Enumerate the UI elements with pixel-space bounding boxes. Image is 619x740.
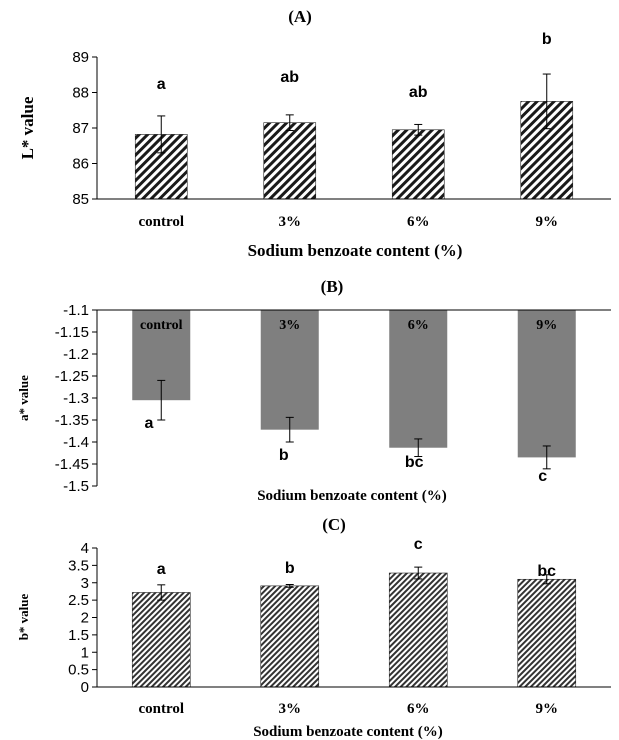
- y-tick-label: 2.5: [68, 592, 89, 609]
- bar: [391, 129, 445, 200]
- significance-label: c: [538, 468, 547, 485]
- y-tick-label: 3: [81, 575, 89, 592]
- y-tick-label: -1.15: [55, 324, 89, 341]
- x-tick-label: control: [138, 214, 184, 230]
- y-tick-label: 0: [81, 679, 89, 696]
- y-tick-label: 85: [72, 191, 89, 208]
- y-tick-label: -1.3: [63, 390, 89, 407]
- bar: [517, 310, 576, 458]
- x-axis-label: Sodium benzoate content (%): [257, 488, 447, 504]
- x-tick-label: 3%: [279, 701, 302, 717]
- bar: [263, 122, 317, 200]
- significance-label: bc: [405, 454, 424, 471]
- x-tick-label: 3%: [279, 214, 302, 230]
- y-tick-label: -1.5: [63, 478, 89, 495]
- x-tick-label: control: [138, 701, 184, 717]
- bar: [260, 310, 319, 430]
- x-tick-label: 9%: [536, 214, 559, 230]
- y-tick-label: -1.45: [55, 456, 89, 473]
- y-axis-label: a* value: [16, 375, 31, 421]
- significance-label: ab: [280, 69, 299, 86]
- significance-label: a: [157, 76, 166, 93]
- y-tick-label: -1.25: [55, 368, 89, 385]
- y-tick-label: -1.1: [63, 302, 89, 319]
- y-tick-label: 89: [72, 49, 89, 66]
- y-tick-label: 1: [81, 644, 89, 661]
- y-tick-label: -1.2: [63, 346, 89, 363]
- chart-panel-0: (A) a control ab 3% ab 6% b 9% 85 86 87 88 89 Sodium b…: [18, 7, 611, 260]
- y-tick-label: 87: [72, 120, 89, 137]
- chart-title: (B): [321, 277, 344, 296]
- y-tick-label: 86: [72, 156, 89, 173]
- y-axis-label: L* value: [18, 96, 37, 159]
- y-tick-label: 88: [72, 85, 89, 102]
- y-tick-label: 3.5: [68, 557, 89, 574]
- x-axis-label: Sodium benzoate content (%): [253, 724, 443, 740]
- x-tick-label: 9%: [536, 318, 557, 333]
- y-tick-label: 4: [81, 540, 89, 557]
- bar: [260, 585, 320, 688]
- chart-panel-1: (B) a control b 3% bc 6% c 9% -1.5 -1.45 -1.4 -1.35 -…: [16, 277, 611, 504]
- x-tick-label: control: [140, 318, 183, 333]
- significance-label: bc: [537, 563, 556, 580]
- significance-label: ab: [409, 84, 428, 101]
- significance-label: a: [145, 415, 154, 432]
- y-tick-label: 1.5: [68, 627, 89, 644]
- significance-label: c: [414, 536, 423, 553]
- chart-title: (C): [322, 515, 346, 534]
- significance-label: b: [279, 447, 289, 464]
- significance-label: a: [157, 561, 166, 578]
- y-axis-label: b* value: [16, 593, 31, 640]
- x-tick-label: 3%: [279, 318, 300, 333]
- x-axis-label: Sodium benzoate content (%): [248, 241, 463, 260]
- bar: [517, 578, 577, 688]
- y-tick-label: 0.5: [68, 662, 89, 679]
- bar: [389, 310, 448, 448]
- chart-panel-2: (C) a control b 3% c 6% bc 9% 00.511.522.533.54 So…: [16, 515, 611, 740]
- x-tick-label: 6%: [408, 318, 429, 333]
- x-tick-label: 6%: [407, 214, 430, 230]
- bar: [388, 572, 448, 688]
- bar: [131, 592, 191, 688]
- y-tick-label: -1.35: [55, 412, 89, 429]
- significance-label: b: [285, 560, 295, 577]
- x-tick-label: 6%: [407, 701, 430, 717]
- chart-title: (A): [288, 7, 312, 26]
- significance-label: b: [542, 31, 552, 48]
- y-tick-label: -1.4: [63, 434, 89, 451]
- x-tick-label: 9%: [536, 701, 559, 717]
- y-tick-label: 2: [81, 610, 89, 627]
